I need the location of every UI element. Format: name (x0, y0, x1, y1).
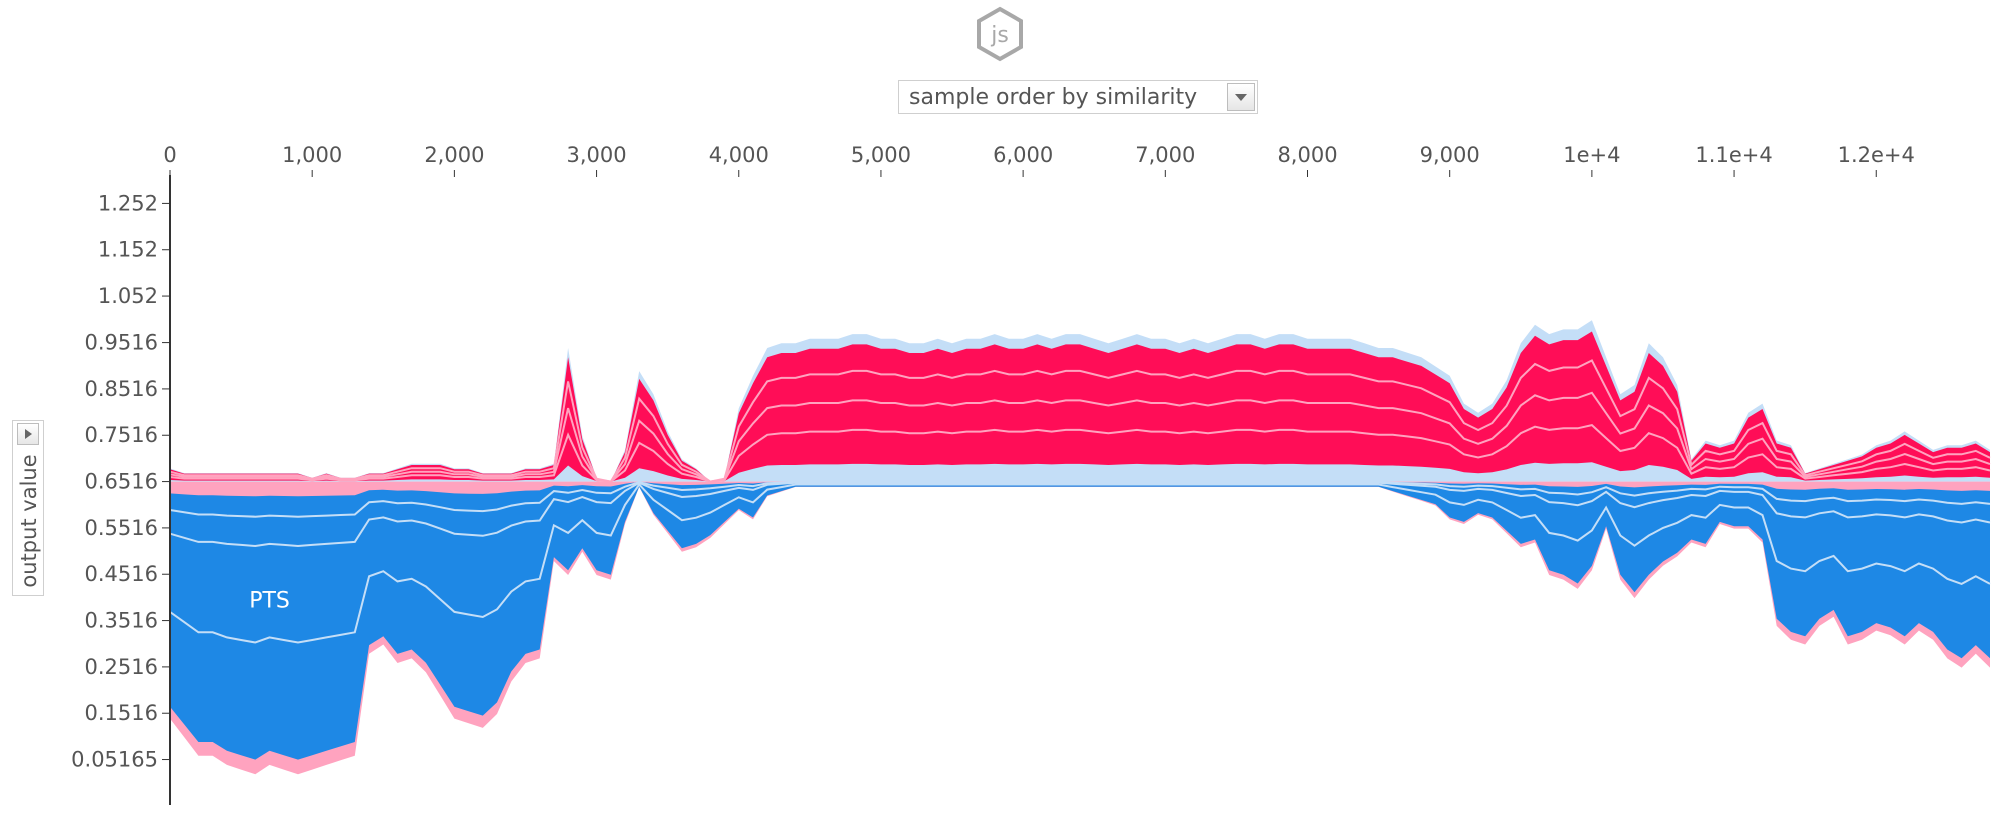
sample-order-select[interactable]: sample order by similarity (898, 80, 1258, 114)
x-tick-label: 9,000 (1420, 143, 1480, 167)
y-tick-label: 0.3516 (85, 609, 158, 633)
y-tick-label: 0.8516 (85, 377, 158, 401)
chevron-right-icon[interactable] (17, 423, 39, 445)
x-tick-label: 1,000 (282, 143, 342, 167)
positive-feature-boundary-0 (169, 424, 1991, 483)
negative-features-area (170, 481, 1990, 760)
y-axis: 1.252 1.152 1.052 0.9516 0.8516 0.7516 0.6516 0… (71, 175, 171, 805)
annotations: PTS (249, 588, 290, 613)
x-tick-label: 8,000 (1277, 143, 1337, 167)
positive-feature-boundary-1 (169, 391, 1991, 483)
x-tick-label: 1e+4 (1563, 143, 1620, 167)
positive-feature-boundary-2 (169, 359, 1991, 483)
plot-areas (169, 320, 1991, 775)
x-tick-label: 1.1e+4 (1695, 143, 1772, 167)
y-tick-label: 0.6516 (85, 470, 158, 494)
js-hexagon-icon: js (972, 6, 1028, 62)
negative-feature-boundary-1 (169, 481, 1991, 548)
feature-annotation-label: PTS (249, 588, 290, 613)
x-tick-label: 3,000 (567, 143, 627, 167)
y-tick-label: 0.2516 (85, 655, 158, 679)
y-tick-label: 1.052 (98, 284, 158, 308)
sample-order-select-value: sample order by similarity (909, 85, 1198, 110)
y-tick-label: 0.4516 (85, 562, 158, 586)
x-tick-label: 0 (163, 143, 176, 167)
x-tick-label: 2,000 (424, 143, 484, 167)
x-tick-label: 6,000 (993, 143, 1053, 167)
x-tick-label: 1.2e+4 (1838, 143, 1915, 167)
y-tick-label: 0.7516 (85, 423, 158, 447)
chevron-down-icon[interactable] (1227, 83, 1255, 111)
y-tick-label: 0.5516 (85, 516, 158, 540)
y-axis-select[interactable]: output value (12, 420, 44, 596)
y-tick-label: 0.05165 (71, 748, 158, 772)
positive-features-area (170, 331, 1990, 482)
y-tick-label: 1.152 (98, 238, 158, 262)
x-tick-label: 4,000 (709, 143, 769, 167)
y-tick-label: 0.1516 (85, 701, 158, 725)
js-badge-label: js (990, 23, 1009, 48)
y-tick-label: 1.252 (98, 191, 158, 215)
x-tick-label: 5,000 (851, 143, 911, 167)
x-axis: 0 1,000 2,000 3,000 4,000 5,000 6,000 7,000 8,00… (163, 143, 1915, 177)
y-tick-label: 0.9516 (85, 331, 158, 355)
x-tick-label: 7,000 (1135, 143, 1195, 167)
negative-feature-boundary-2 (169, 482, 1991, 644)
